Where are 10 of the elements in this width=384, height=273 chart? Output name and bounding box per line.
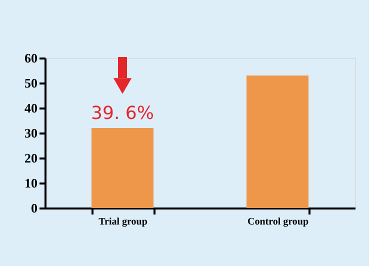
x-tick-label: Trial group bbox=[98, 216, 148, 228]
annotation: 39. 6% bbox=[91, 103, 154, 124]
y-tick-label: 10 bbox=[24, 176, 38, 190]
y-tick-label: 50 bbox=[24, 76, 38, 90]
x-tick-label: Control group bbox=[247, 216, 309, 228]
y-tick-label: 40 bbox=[24, 100, 38, 116]
y-tick-label: 0 bbox=[31, 200, 38, 216]
y-tick-label: 20 bbox=[24, 150, 38, 166]
y-tick-label: 30 bbox=[24, 126, 38, 140]
y-tick-label: 60 bbox=[24, 50, 38, 66]
